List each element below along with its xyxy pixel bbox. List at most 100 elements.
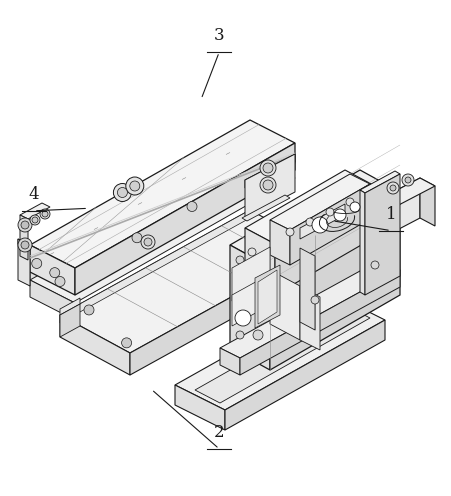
Polygon shape — [299, 204, 344, 239]
Polygon shape — [241, 195, 290, 221]
Ellipse shape — [241, 296, 253, 314]
Polygon shape — [254, 265, 279, 328]
Circle shape — [235, 310, 250, 326]
Circle shape — [248, 248, 255, 256]
Polygon shape — [377, 178, 434, 208]
Polygon shape — [30, 120, 295, 268]
Polygon shape — [377, 178, 419, 240]
Circle shape — [235, 331, 244, 339]
Polygon shape — [75, 143, 295, 295]
Polygon shape — [244, 170, 374, 244]
Polygon shape — [364, 174, 399, 295]
Polygon shape — [60, 304, 80, 337]
Polygon shape — [230, 170, 399, 267]
Polygon shape — [30, 155, 295, 303]
Circle shape — [259, 177, 276, 193]
Circle shape — [50, 268, 60, 278]
Circle shape — [18, 238, 32, 252]
Polygon shape — [175, 295, 384, 410]
Circle shape — [125, 177, 143, 195]
Polygon shape — [231, 247, 269, 301]
Circle shape — [84, 305, 94, 315]
Polygon shape — [20, 203, 50, 219]
Circle shape — [386, 182, 398, 194]
Circle shape — [253, 280, 262, 290]
Text: 4: 4 — [28, 186, 39, 203]
Polygon shape — [239, 270, 399, 375]
Circle shape — [187, 201, 197, 211]
Text: 2: 2 — [213, 424, 224, 441]
Circle shape — [311, 217, 327, 233]
Polygon shape — [419, 178, 434, 226]
Circle shape — [40, 209, 50, 219]
Text: 1: 1 — [385, 206, 396, 223]
Circle shape — [113, 184, 131, 201]
Polygon shape — [175, 385, 225, 430]
Circle shape — [21, 241, 29, 249]
Polygon shape — [299, 286, 319, 350]
Circle shape — [305, 218, 313, 226]
Circle shape — [262, 180, 272, 190]
Polygon shape — [269, 270, 299, 340]
Circle shape — [253, 330, 262, 340]
Polygon shape — [244, 154, 295, 218]
Circle shape — [55, 276, 65, 287]
Polygon shape — [244, 228, 274, 295]
Circle shape — [401, 174, 413, 186]
Polygon shape — [30, 280, 75, 320]
Circle shape — [370, 261, 378, 269]
Polygon shape — [30, 245, 75, 295]
Polygon shape — [274, 186, 374, 295]
Polygon shape — [130, 248, 319, 375]
Polygon shape — [359, 171, 399, 193]
Circle shape — [30, 215, 40, 225]
Circle shape — [121, 338, 131, 348]
Polygon shape — [225, 320, 384, 430]
Circle shape — [42, 211, 48, 217]
Polygon shape — [230, 245, 269, 370]
Circle shape — [141, 235, 155, 249]
Polygon shape — [231, 274, 269, 326]
Polygon shape — [220, 260, 399, 358]
Circle shape — [389, 185, 395, 191]
Circle shape — [132, 233, 142, 243]
Circle shape — [349, 202, 359, 212]
Circle shape — [260, 306, 268, 314]
Circle shape — [262, 163, 272, 173]
Circle shape — [235, 256, 244, 264]
Circle shape — [333, 209, 345, 221]
Polygon shape — [60, 315, 130, 375]
Circle shape — [404, 177, 410, 183]
Polygon shape — [20, 215, 28, 260]
Circle shape — [285, 228, 293, 236]
Circle shape — [117, 187, 127, 197]
Circle shape — [129, 181, 139, 191]
Circle shape — [345, 198, 353, 206]
Polygon shape — [269, 174, 369, 230]
Polygon shape — [30, 265, 75, 305]
Polygon shape — [244, 154, 295, 188]
Polygon shape — [194, 305, 369, 403]
Polygon shape — [30, 140, 295, 288]
Polygon shape — [60, 210, 249, 323]
Circle shape — [310, 296, 318, 304]
Circle shape — [21, 221, 29, 229]
Circle shape — [144, 238, 152, 246]
Polygon shape — [359, 190, 364, 295]
Polygon shape — [290, 184, 369, 265]
Polygon shape — [258, 270, 276, 324]
Circle shape — [325, 208, 333, 216]
Polygon shape — [269, 192, 399, 370]
Circle shape — [32, 217, 38, 223]
Circle shape — [32, 258, 41, 268]
Circle shape — [259, 160, 276, 176]
Text: 3: 3 — [213, 27, 224, 44]
Polygon shape — [60, 210, 319, 353]
Polygon shape — [269, 220, 290, 265]
Polygon shape — [220, 348, 239, 375]
Polygon shape — [299, 248, 314, 330]
Polygon shape — [60, 298, 80, 315]
Polygon shape — [18, 239, 30, 286]
Circle shape — [18, 218, 32, 232]
Polygon shape — [18, 239, 30, 250]
